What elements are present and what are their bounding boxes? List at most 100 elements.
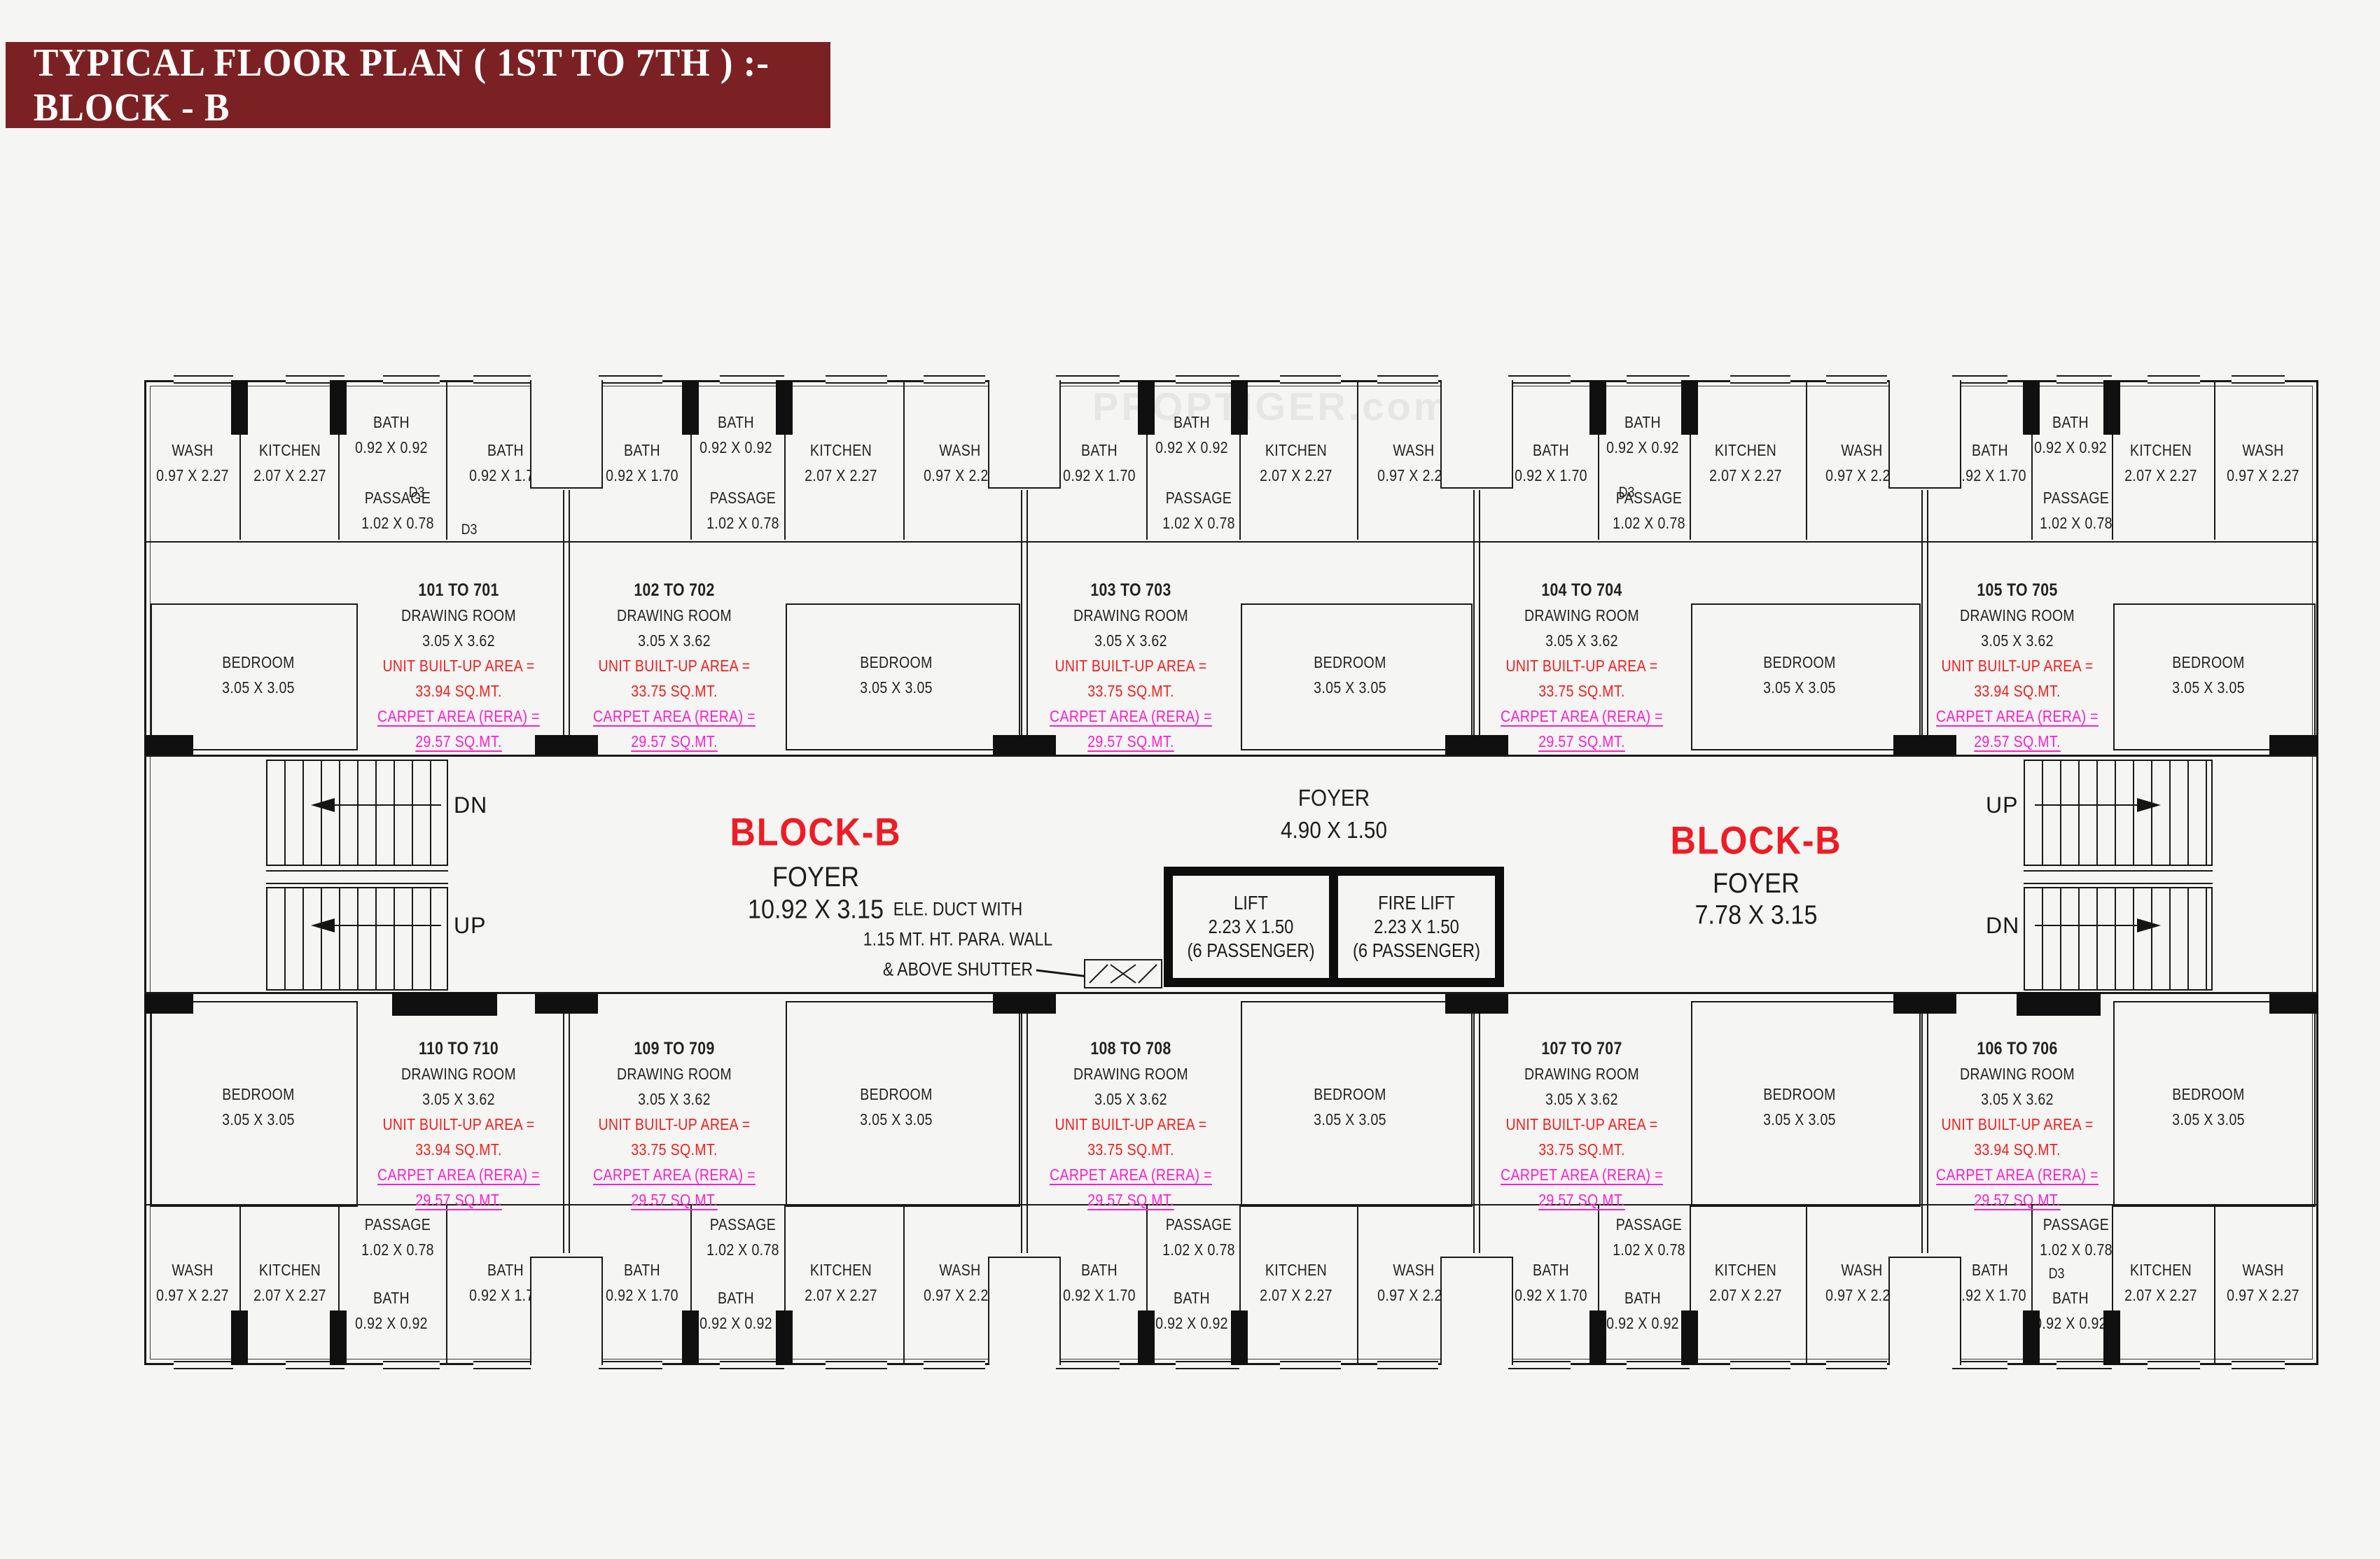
room-label-kitchen-name: KITCHEN bbox=[1714, 1261, 1777, 1279]
room-label-bath_large: BATH 0.92 X 1.70 bbox=[1515, 1257, 1587, 1308]
drawing-room-dims: 3.05 X 3.62 bbox=[1545, 631, 1619, 650]
wall-column bbox=[1681, 380, 1698, 435]
room-label-bath_large-dims: 0.92 X 1.70 bbox=[606, 1286, 678, 1304]
ele-duct-note: ELE. DUCT WITH 1.15 MT. HT. PARA. WALL &… bbox=[863, 898, 1053, 980]
room-label-bedroom-name: BEDROOM bbox=[222, 1085, 295, 1103]
unit-4-top-strip-divider bbox=[2111, 380, 2113, 540]
drawing-room-dims: 3.05 X 3.62 bbox=[422, 631, 496, 650]
room-label-wash-dims: 0.97 X 2.27 bbox=[2227, 466, 2300, 484]
exterior-notch bbox=[1440, 1257, 1513, 1365]
room-label-bedroom: BEDROOM 3.05 X 3.05 bbox=[860, 1082, 933, 1132]
window-opening bbox=[1176, 375, 1239, 384]
window-opening bbox=[1952, 1361, 2007, 1369]
room-label-wash-dims: 0.97 X 2.27 bbox=[924, 1286, 997, 1304]
unit-0-bottom-strip-divider bbox=[338, 1205, 340, 1365]
ele-duct-box bbox=[1084, 959, 1162, 988]
carpet-value: 29.57 SQ.MT. bbox=[1538, 732, 1626, 750]
room-label-bath_small-dims: 0.92 X 0.92 bbox=[354, 438, 428, 456]
room-label-passage-dims: 1.02 X 0.78 bbox=[1613, 1240, 1686, 1259]
unit-1-bottom-strip-divider bbox=[784, 1205, 786, 1365]
room-label-wash-name: WASH bbox=[939, 441, 982, 459]
unit-info-101: 101 TO 701 DRAWING ROOM 3.05 X 3.62 UNIT BU… bbox=[377, 578, 540, 754]
room-label-bedroom-dims: 3.05 X 3.05 bbox=[1314, 1110, 1386, 1128]
room-label-bath_small-dims: 0.92 X 0.92 bbox=[1155, 1314, 1228, 1332]
room-label-bath_large-name: BATH bbox=[1971, 1261, 2008, 1279]
room-label-wash-name: WASH bbox=[1841, 1261, 1884, 1279]
foyer-left-dims: 10.92 X 3.15 bbox=[748, 895, 884, 925]
stair-right-dn-arrow bbox=[2035, 918, 2161, 932]
room-label-passage: PASSAGE 1.02 X 0.78 bbox=[361, 1212, 434, 1262]
unit-2-top-bedroom-wall bbox=[1240, 603, 1473, 750]
room-label-bedroom-dims: 3.05 X 3.05 bbox=[859, 1110, 933, 1128]
drawing-room-name: DRAWING ROOM bbox=[1960, 1065, 2075, 1083]
room-label-kitchen-dims: 2.07 X 2.27 bbox=[1709, 1286, 1782, 1304]
window-opening bbox=[174, 1361, 233, 1369]
room-label-wash: WASH 0.97 X 2.27 bbox=[2227, 1257, 2299, 1308]
room-label-passage-name: PASSAGE bbox=[1616, 1215, 1683, 1233]
corridor-column bbox=[993, 735, 1056, 755]
window-opening bbox=[1377, 1361, 1439, 1369]
room-label-wash: WASH 0.97 X 2.27 bbox=[1377, 438, 1450, 488]
built-up-label: UNIT BUILT-UP AREA = bbox=[1505, 657, 1658, 675]
window-opening bbox=[1952, 375, 2007, 384]
window-opening bbox=[2147, 375, 2201, 384]
party-wall bbox=[1473, 490, 1480, 755]
unit-info-109: 109 TO 709 DRAWING ROOM 3.05 X 3.62 UNIT BU… bbox=[593, 1036, 756, 1212]
room-label-passage: PASSAGE 1.02 X 0.78 bbox=[2040, 485, 2113, 536]
unit-3-top-strip-divider bbox=[1806, 380, 1808, 540]
window-opening bbox=[825, 375, 887, 384]
drawing-room-name: DRAWING ROOM bbox=[401, 1065, 517, 1083]
exterior-notch bbox=[530, 1257, 603, 1365]
drawing-room-name: DRAWING ROOM bbox=[1073, 1065, 1188, 1083]
built-up-value: 33.94 SQ.MT. bbox=[415, 682, 503, 700]
unit-info-106: 106 TO 706 DRAWING ROOM 3.05 X 3.62 UNIT BU… bbox=[1936, 1036, 2099, 1212]
room-label-bath_large-name: BATH bbox=[1532, 441, 1569, 459]
drawing-room-dims: 3.05 X 3.62 bbox=[422, 1090, 496, 1108]
window-opening bbox=[720, 375, 784, 384]
unit-number: 105 TO 705 bbox=[1977, 580, 2058, 600]
room-label-bath_small-dims: 0.92 X 0.92 bbox=[2034, 438, 2107, 456]
built-up-value: 33.75 SQ.MT. bbox=[1538, 1140, 1626, 1159]
unit-4-bottom-strip-divider bbox=[2031, 1205, 2033, 1365]
window-opening bbox=[1627, 375, 1690, 384]
corridor-column bbox=[2269, 994, 2318, 1014]
room-label-passage-dims: 1.02 X 0.78 bbox=[1613, 514, 1686, 532]
room-label-bath_small-name: BATH bbox=[1173, 413, 1211, 431]
unit-number: 104 TO 704 bbox=[1541, 580, 1623, 600]
room-label-bath_small-dims: 0.92 X 0.92 bbox=[1606, 438, 1679, 456]
room-label-bath_large-dims: 0.92 X 1.70 bbox=[468, 1286, 542, 1304]
room-label-kitchen-dims: 2.07 X 2.27 bbox=[805, 1286, 878, 1304]
room-label-passage-name: PASSAGE bbox=[1165, 489, 1232, 507]
room-label-passage-dims: 1.02 X 0.78 bbox=[2040, 514, 2113, 532]
foyer-center-label: FOYER 4.90 X 1.50 bbox=[1281, 785, 1387, 843]
wall-column bbox=[1589, 1310, 1606, 1365]
drawing-room-dims: 3.05 X 3.62 bbox=[1981, 631, 2054, 650]
unit-2-bottom-strip-wall bbox=[1024, 1204, 1477, 1205]
built-up-label: UNIT BUILT-UP AREA = bbox=[1505, 1115, 1658, 1133]
room-label-bath_small-name: BATH bbox=[1173, 1289, 1211, 1307]
carpet-label: CARPET AREA (RERA) = bbox=[1501, 1166, 1664, 1184]
room-label-wash-dims: 0.97 X 2.27 bbox=[156, 466, 230, 484]
drawing-room-dims: 3.05 X 3.62 bbox=[637, 631, 711, 650]
wall-column bbox=[1230, 1310, 1248, 1365]
room-label-bath_large-dims: 0.92 X 1.70 bbox=[1514, 1286, 1587, 1304]
room-label-wash-dims: 0.97 X 2.27 bbox=[2227, 1286, 2300, 1304]
unit-info-104: 104 TO 704 DRAWING ROOM 3.05 X 3.62 UNIT BU… bbox=[1501, 578, 1663, 754]
built-up-label: UNIT BUILT-UP AREA = bbox=[382, 657, 535, 675]
corridor-column bbox=[1445, 994, 1508, 1014]
room-label-kitchen: KITCHEN 2.07 X 2.27 bbox=[1709, 438, 1782, 488]
stair-right-up-arrow bbox=[2035, 798, 2161, 812]
room-label-bath_small-name: BATH bbox=[2052, 413, 2089, 431]
stair-right-upper-flight bbox=[2024, 760, 2213, 866]
carpet-value: 29.57 SQ.MT. bbox=[1087, 1191, 1174, 1209]
room-label-bath_large-name: BATH bbox=[1080, 1261, 1118, 1279]
room-label-kitchen-name: KITCHEN bbox=[1265, 1261, 1327, 1279]
drawing-room-name: DRAWING ROOM bbox=[1524, 1065, 1640, 1083]
room-label-wash-dims: 0.97 X 2.27 bbox=[1825, 1286, 1899, 1304]
room-label-bath_large: BATH 0.92 X 1.70 bbox=[1954, 1257, 2026, 1308]
window-opening bbox=[1730, 375, 1790, 384]
window-opening bbox=[825, 1361, 887, 1369]
exterior-notch bbox=[1888, 1257, 1961, 1365]
window-opening bbox=[382, 1361, 440, 1369]
room-label-bedroom: BEDROOM 3.05 X 3.05 bbox=[1314, 650, 1386, 700]
